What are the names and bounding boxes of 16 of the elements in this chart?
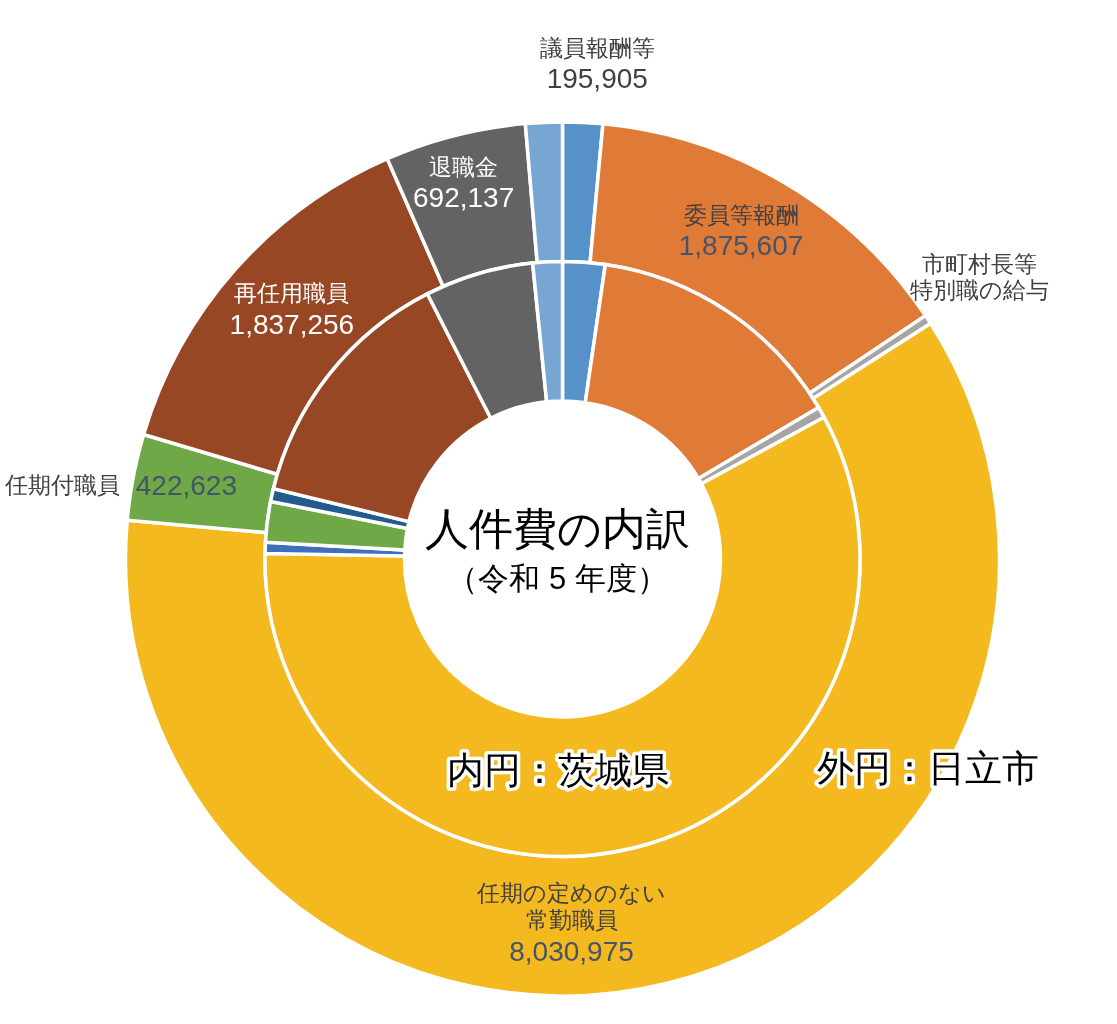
- data-label: 195,905: [546, 63, 648, 95]
- data-label: 692,137: [413, 182, 515, 214]
- data-label: 1,837,256: [229, 308, 355, 340]
- slice-label: 市町村長等特別職の給与: [910, 250, 1050, 304]
- slice-label: 内円：茨城県: [446, 749, 669, 791]
- slice-label: 任期の定めのない常勤職員: [476, 880, 667, 933]
- slice-label: 委員等報酬: [683, 201, 799, 228]
- data-label: 1,875,607: [678, 230, 804, 262]
- slice-label: 退職金: [429, 153, 499, 180]
- slice-label: 任期付職員: [3, 472, 120, 499]
- slice-label: 議員報酬等: [539, 34, 655, 61]
- data-label: 422,623: [135, 469, 237, 501]
- data-label: 8,030,975: [509, 935, 634, 967]
- slice-label: 再任用職員: [234, 280, 350, 306]
- text: （令和 5 年度）: [447, 560, 668, 596]
- text: 人件費の内訳: [425, 503, 690, 553]
